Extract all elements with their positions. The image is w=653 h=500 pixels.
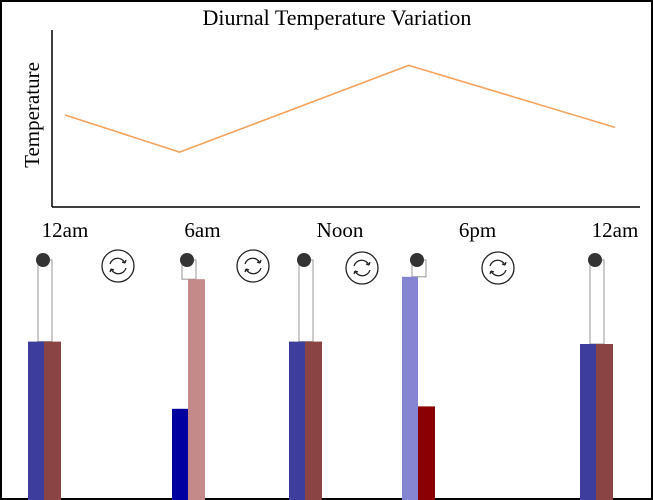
blue-bar — [402, 276, 418, 500]
gauge-knob — [36, 253, 50, 267]
temperature-line — [64, 64, 616, 153]
chart-title: Diurnal Temperature Variation — [203, 5, 472, 30]
gauge-knob — [410, 253, 424, 267]
cycle-icon[interactable] — [345, 251, 379, 285]
cycle-icon[interactable] — [481, 251, 515, 285]
x-tick-label: Noon — [317, 218, 364, 242]
y-axis-label: Temperature — [20, 62, 44, 168]
gauge-knob — [297, 253, 311, 267]
red-bar — [188, 279, 205, 500]
gauge-stem — [589, 259, 605, 345]
blue-bar — [28, 341, 44, 500]
x-tick-label: 12am — [592, 218, 639, 242]
blue-bar — [580, 344, 596, 500]
x-tick-label: 12am — [42, 218, 89, 242]
cycle-icon[interactable] — [236, 249, 270, 283]
blue-bar — [172, 408, 188, 500]
gauge-stem — [298, 259, 314, 343]
red-bar — [305, 341, 322, 500]
red-bar — [44, 341, 61, 500]
blue-bar — [289, 341, 305, 500]
x-tick-label: 6am — [184, 218, 220, 242]
x-tick-label: 6pm — [459, 218, 496, 242]
gauge-knob — [180, 253, 194, 267]
red-bar — [418, 406, 435, 500]
gauge-knob — [588, 253, 602, 267]
cycle-icons — [101, 249, 515, 285]
gauge-stem — [37, 259, 53, 343]
red-bar — [596, 344, 613, 500]
cycle-icon[interactable] — [101, 249, 135, 283]
